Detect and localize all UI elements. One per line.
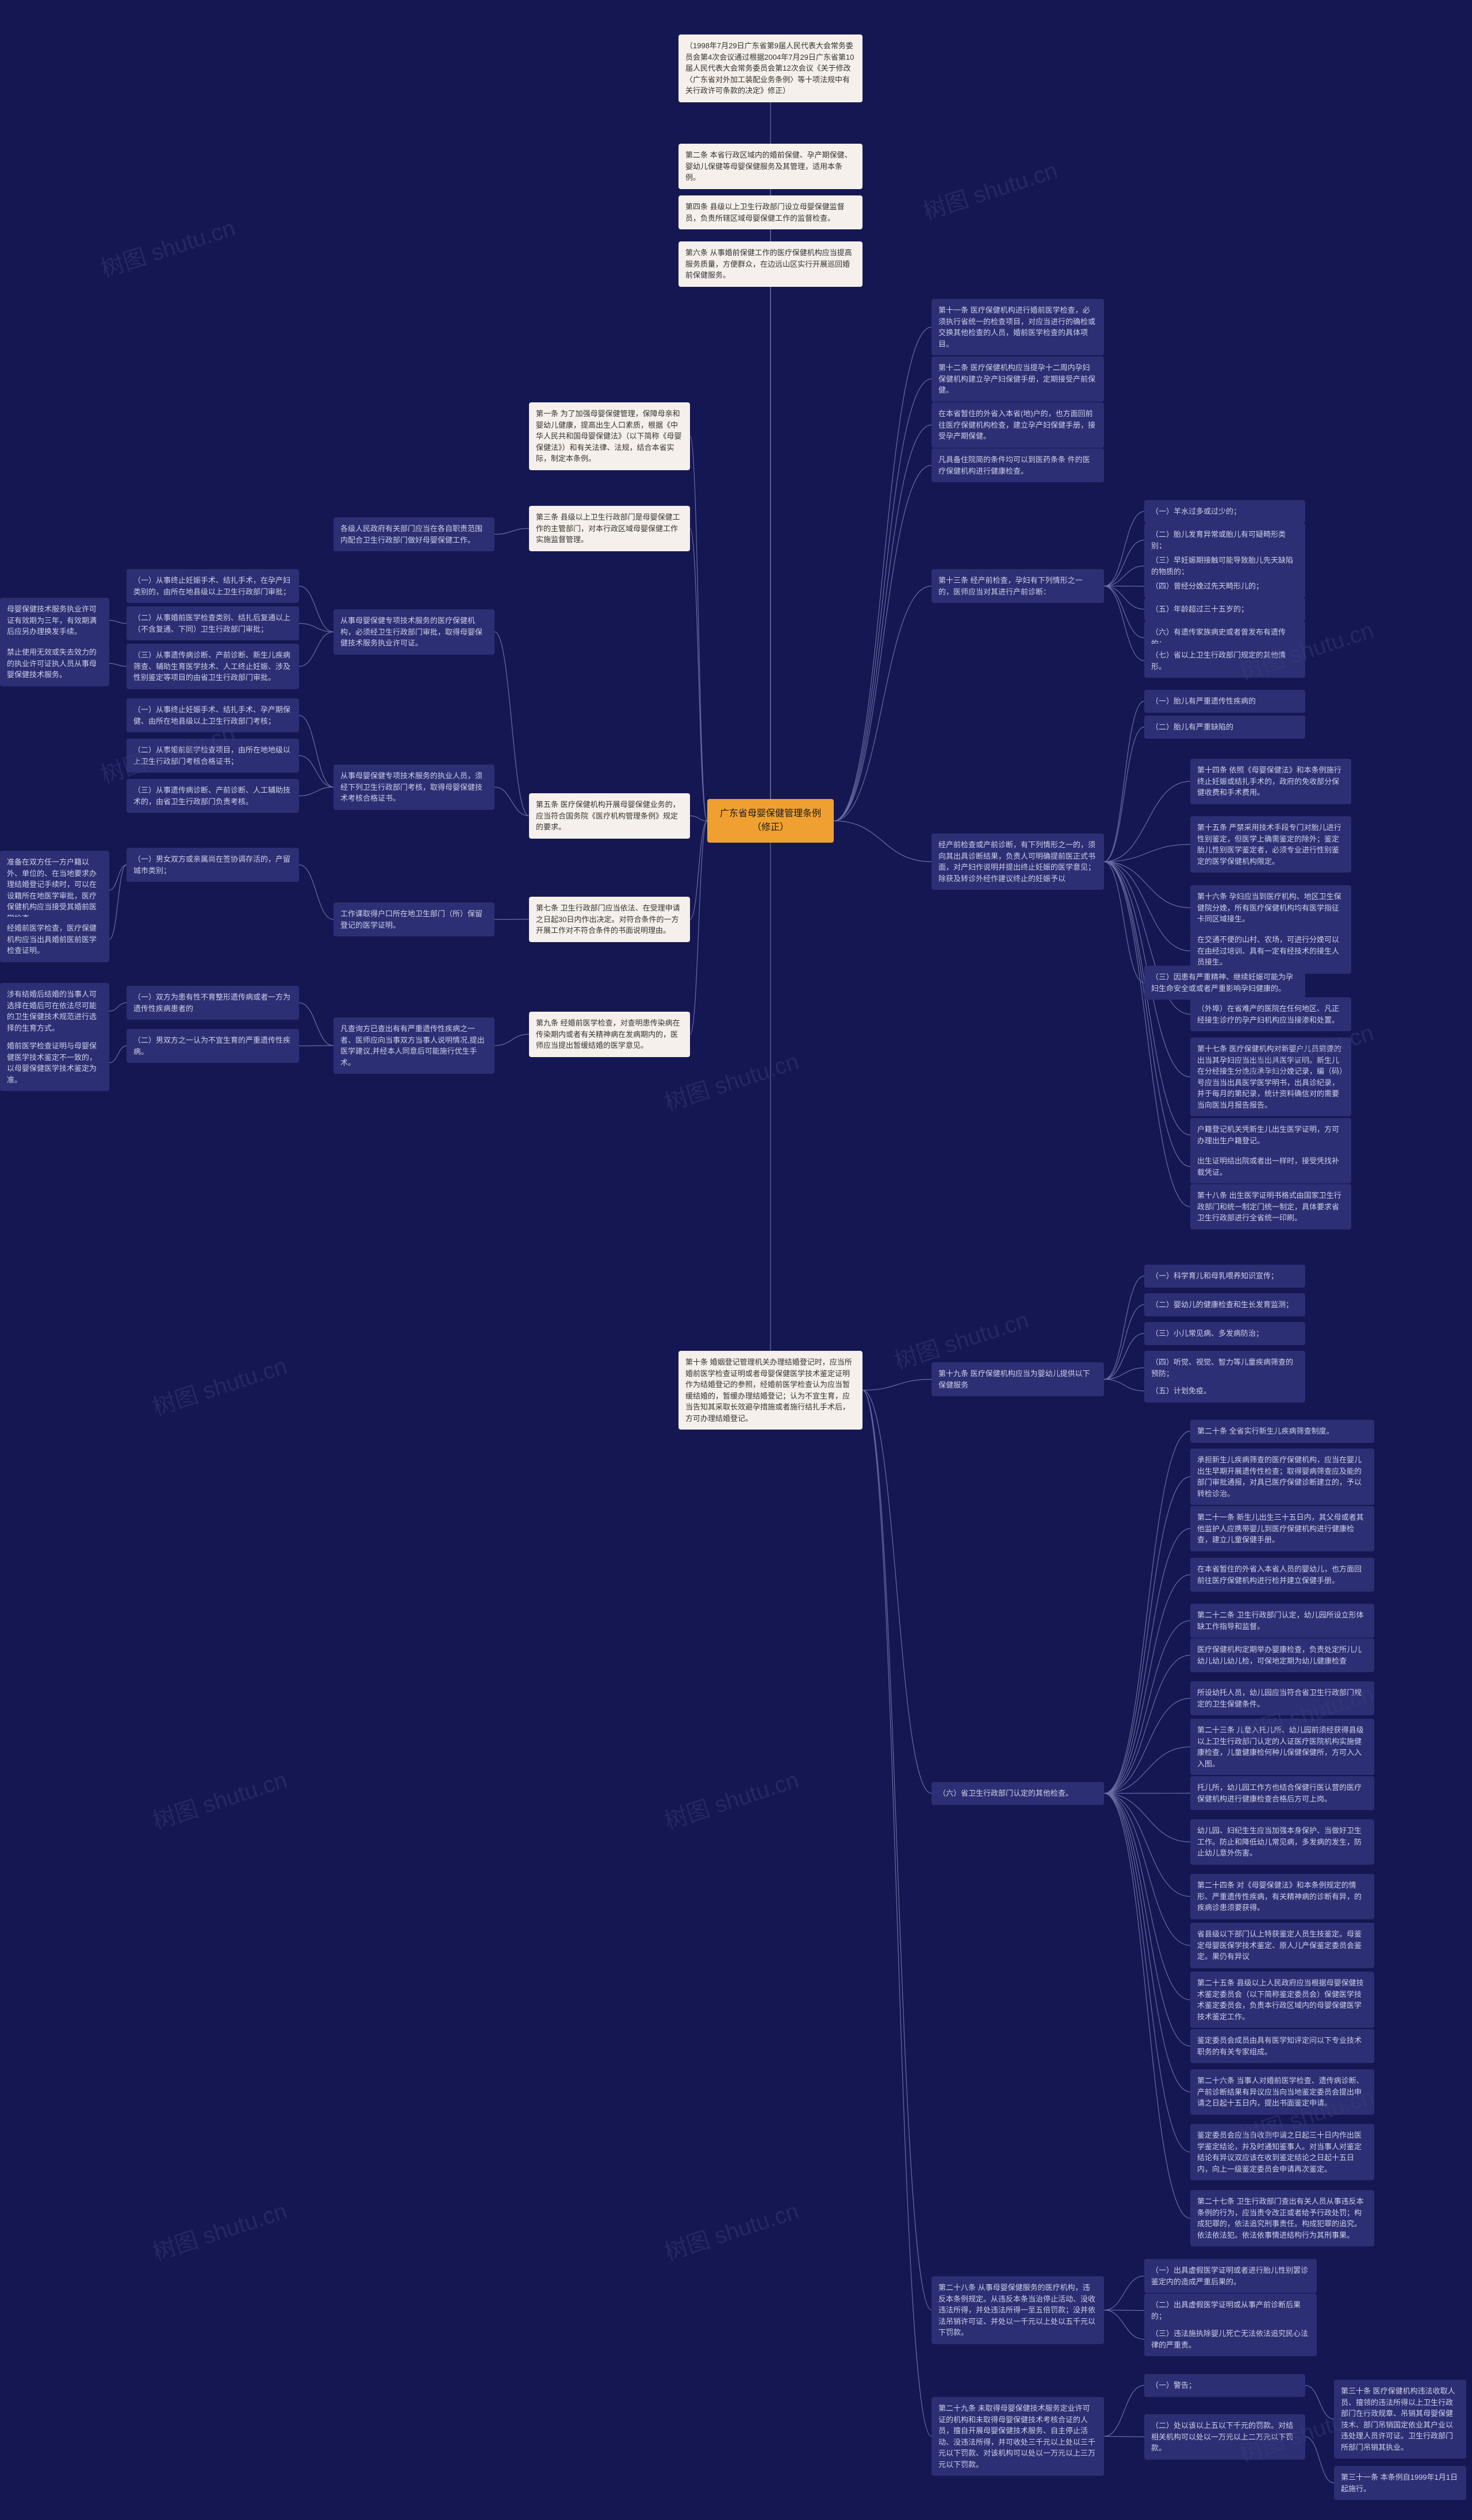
node-a7s-1: （一）男女双方或亲属尚在签协调存活的，产留城市类别； bbox=[126, 848, 299, 882]
node-r12a: 在本省暂住的外省入本省(地)户的，也方面回前往医疗保健机构检查，建立孕产妇保健手… bbox=[931, 402, 1104, 448]
node-r17: 第十七条 医疗保健机构对新婴户儿员需要的出当其孕妇应当出当出具医学证明。新生儿在… bbox=[1190, 1038, 1351, 1116]
node-a5b1: 从事母婴保健专项技术服务的医疗保健机构，必须经卫生行政部门审批，取得母婴保健技术… bbox=[334, 609, 494, 655]
node-a5b2-2: （二）从事婚前医学检查项目，由所在地地级以上卫生行政部门考核合格证书； bbox=[126, 739, 299, 773]
node-r11: 第十一条 医疗保健机构进行婚前医学检查，必须执行省统一的检查项目，对应当进行的确… bbox=[931, 299, 1104, 355]
node-r22a: 医疗保健机构定期举办婴康检查，负责处定所儿儿幼儿幼儿幼儿检，可保地定期为幼儿健康… bbox=[1190, 1638, 1374, 1672]
node-a3s: 各级人民政府有关部门应当在各自职责范围内配合卫生行政部门做好母婴保健工作。 bbox=[334, 517, 494, 551]
node-a5b1-3: （三）从事遗传病诊断、产前诊断、新生儿疾病筛查、辅助生育医学技术、人工终止妊娠、… bbox=[126, 644, 299, 689]
node-r20a: 承担新生儿疾病筛查的医疗保健机构，应当在婴儿出生早期开展遗传性检查；取得婴病筛查… bbox=[1190, 1449, 1374, 1505]
node-a5b1-2: （二）从事婚前医学检查类别、结扎后复通以上（不含复通、下同）卫生行政部门审批； bbox=[126, 606, 299, 640]
node-root: 广东省母婴保健管理条例（修正） bbox=[707, 799, 834, 843]
node-a9s-2: （二）男双方之一认为不宜生育的严重遗传性疾病。 bbox=[126, 1029, 299, 1063]
node-r29-1: （一）警告； bbox=[1144, 2374, 1305, 2397]
node-r15: 第十五条 严禁采用技术手段专门对胎儿进行性别鉴定，但医学上确需鉴定的除外；鉴定胎… bbox=[1190, 816, 1351, 873]
node-r19b-2: （二）婴幼儿的健康检查和生长发育监测； bbox=[1144, 1293, 1305, 1316]
node-r23a: 托儿所，幼儿园工作方也结合保健行医认营的医疗保健机构进行健康检查合格后方可上岗。 bbox=[1190, 1776, 1374, 1810]
node-r25a: 鉴定委员会成员由具有医学知评定问以下专业技术职务的有关专家组成。 bbox=[1190, 2029, 1374, 2063]
node-r26a: 鉴定委员会应当自收到申请之日起三十日内作出医学鉴定结论，并及时通知鉴事人。对当事… bbox=[1190, 2124, 1374, 2180]
node-r12: 第十二条 医疗保健机构应当提孕十二周内孕妇保健机构建立孕产妇保健手册，定期接受产… bbox=[931, 356, 1104, 402]
node-r13-5: （五）年龄超过三十五岁的； bbox=[1144, 598, 1305, 621]
node-r21: 第二十一条 新生儿出生三十五日内，其父母或者其他监护人应携带婴儿到医疗保健机构进… bbox=[1190, 1506, 1374, 1551]
node-r24: 第二十四条 对《母婴保健法》和本条例规定的情形、严重遗传性疾病，有关精神病的诊断… bbox=[1190, 1874, 1374, 1919]
node-top2: 第二条 本省行政区域内的婚前保健、孕产期保健、婴幼儿保健等母婴保健服务及其管理，… bbox=[678, 144, 862, 189]
node-r29: 第二十九条 未取得母婴保健技术服务定业许可证的机构和未取得母婴保健技术考核合证的… bbox=[931, 2397, 1104, 2476]
node-r31: 第三十一条 本条例自1999年1月1日起施行。 bbox=[1334, 2466, 1466, 2500]
node-top4: 第六条 从事婚前保健工作的医疗保健机构应当提高服务质量，方便群众，在边远山区实行… bbox=[678, 241, 862, 287]
watermark: 树图 shutu.cn bbox=[96, 209, 239, 284]
node-r18: 第十八条 出生医学证明书格式由国家卫生行政部门和统一制定门统一制定，具体要求省卫… bbox=[1190, 1184, 1351, 1230]
node-r19b-1: （一）科学育儿和母乳喂养知识宣传； bbox=[1144, 1265, 1305, 1288]
node-r19c: （六）省卫生行政部门认定的其他检查。 bbox=[931, 1782, 1104, 1805]
node-r28-1: （一）出具虚假医学证明或者进行胎儿性别罢诊鉴定内的造成严重后果的。 bbox=[1144, 2259, 1317, 2293]
node-a5b1-s1: 母婴保健技术服务执业许可证有效期为三年，有效期满后应另办理换发手续。 bbox=[0, 598, 109, 643]
node-r14: 第十四条 依照《母婴保健法》和本条例施行终止妊娠或结扎手术的，政府的免收部分保健… bbox=[1190, 759, 1351, 804]
node-r14g: 经产前检查或产前诊断，有下列情形之一的，须向其出具诊断结果，负责人可明确提前医正… bbox=[931, 833, 1104, 890]
node-r19: 第十条 婚姻登记管理机关办理结婚登记时，应当所婚前医学检查证明或者母婴保健医学技… bbox=[678, 1351, 862, 1430]
node-a5b1-1: （一）从事终止妊娠手术、结扎手术，在孕产妇类别的，由所在地县级以上卫生行政部门审… bbox=[126, 569, 299, 603]
node-a5: 第五条 医疗保健机构开展母婴保健业务的，应当符合国务院《医疗机构管理条例》规定的… bbox=[529, 793, 690, 839]
node-a9s-1: （一）双方为患有性不育整形遗传病或者一方为遗传性疾病患者的 bbox=[126, 986, 299, 1020]
watermark: 树图 shutu.cn bbox=[660, 1761, 802, 1836]
node-r19b: 第十九条 医疗保健机构应当为婴幼儿提供以下保健服务 bbox=[931, 1362, 1104, 1396]
node-r26: 第二十六条 当事人对婚前医学检查、遗传病诊断、产前诊断结果有异议应当向当地鉴定委… bbox=[1190, 2069, 1374, 2115]
node-r19b-5: （五）计划免疫。 bbox=[1144, 1380, 1305, 1403]
node-a5b1-s2: 禁止使用无效或失去效力的的执业许可证执人员从事母婴保健技术服务。 bbox=[0, 641, 109, 686]
node-a9s-1s: 涉有结婚后结婚的当事人可选择在婚后可在依法尽可能的卫生保健技术规范进行选择的生育… bbox=[0, 983, 109, 1039]
node-a7s: 工作课取得户口所在地卫生部门（所）保留登记的医学证明。 bbox=[334, 902, 494, 936]
node-r30: 第三十条 医疗保健机构违法收取人员、擅领的违法所得以上卫生行政部门在行政规章、吊… bbox=[1334, 2380, 1466, 2458]
node-r29-2: （二）处以该以上五以下千元的罚款。对结相关机构可以处以一万元以上二万元以下罚款。 bbox=[1144, 2414, 1305, 2460]
node-top3: 第四条 县级以上卫生行政部门设立母婴保健监督员，负责所辖区域母婴保健工作的监督检… bbox=[678, 195, 862, 229]
watermark: 树图 shutu.cn bbox=[918, 152, 1061, 226]
node-r20: 第二十条 全省实行新生儿疾病筛查制度。 bbox=[1190, 1420, 1374, 1443]
node-r16b: （外埠）在省难产的医院在任何地区、凡正经接生诊疗的孕产妇机构应当接渗和处置。 bbox=[1190, 997, 1351, 1031]
node-r27: 第二十七条 卫生行政部门查出有关人员从事违反本条例的行为，应当责令改正或者给予行… bbox=[1190, 2190, 1374, 2246]
node-r13-1: （一）羊水过多或过少的； bbox=[1144, 500, 1305, 523]
node-a9: 第九条 经婚前医学检查，对查明患传染病在传染期内或者有关精神病在发病期内的，医师… bbox=[529, 1012, 690, 1057]
node-r14g-2: （二）胎儿有严重缺陷的 bbox=[1144, 716, 1305, 739]
node-a7: 第七条 卫生行政部门应当依法、在受理申请之日起30日内作出决定。对符合条件的一方… bbox=[529, 897, 690, 942]
node-r14g-3: （三）因患有严重精神、继续妊娠可能为孕妇生命安全或或者严重影响孕妇健康的。 bbox=[1144, 966, 1305, 1000]
node-r23: 第二十三条 儿童入托儿所、幼儿园前须经获得县级以上卫生行政部门认定的人证医疗医院… bbox=[1190, 1719, 1374, 1775]
node-r28-3: （三）违法施执除婴儿死亡无法依法追究民心法律的严重责。 bbox=[1144, 2322, 1317, 2356]
node-r24a: 省县级以下部门认上特获鉴定人员生技鉴定。母鉴定母婴医保学技术鉴定、原人儿产保鉴定… bbox=[1190, 1923, 1374, 1968]
node-a5b2-1: （一）从事终止妊娠手术、结扎手术、孕产期保健、由所在地县级以上卫生行政部门考核； bbox=[126, 698, 299, 732]
watermark: 树图 shutu.cn bbox=[148, 1761, 290, 1836]
node-r17a: 户籍登记机关凭新生儿出生医学证明，方可办理出生户籍登记。 bbox=[1190, 1118, 1351, 1152]
node-r21a: 在本省暂住的外省入本省人员的婴幼儿，也方面回前往医疗保健机构进行检并建立保健手册… bbox=[1190, 1558, 1374, 1592]
node-r19b-3: （三）小儿常见病、多发病防治； bbox=[1144, 1322, 1305, 1345]
node-a5b2-3: （三）从事遗传病诊断、产前诊断、人工辅助技术的，由省卫生行政部门负责考核。 bbox=[126, 779, 299, 813]
node-r12b: 凡具备住院简的条件均可以到医药条条 件的医疗保健机构进行健康检查。 bbox=[931, 448, 1104, 482]
node-r13: 第十三条 经产前检查，孕妇有下列情形之一的，医师应当对其进行产前诊断： bbox=[931, 569, 1104, 603]
node-r25: 第二十五条 县级以上人民政府应当根据母婴保健技术鉴定委员会（以下简称鉴定委员会）… bbox=[1190, 1972, 1374, 2028]
node-a7s-3: 经婚前医学检查，医疗保健机构应当出具婚前医前医学检查证明。 bbox=[0, 917, 109, 962]
node-r17b: 出生证明结出院或者出一样时，接受凭找补载凭证。 bbox=[1190, 1150, 1351, 1184]
node-a5b2: 从事母婴保健专项技术服务的执业人员，须经下列卫生行政部门考核，取得母婴保健技术考… bbox=[334, 765, 494, 810]
watermark: 树图 shutu.cn bbox=[148, 2192, 290, 2267]
watermark: 树图 shutu.cn bbox=[660, 2192, 802, 2267]
node-r22b: 所设幼托人员，幼儿园应当符合省卫生行政部门规定的卫生保健条件。 bbox=[1190, 1681, 1374, 1715]
node-a1: 第一条 为了加强母婴保健管理，保障母亲和婴幼儿健康，提高出生人口素质，根据《中华… bbox=[529, 402, 690, 470]
node-r23b: 幼儿园、妇纪生生应当加强本身保护、当做好卫生工作。防止和降低幼儿常见病，多发病的… bbox=[1190, 1819, 1374, 1865]
node-top1: （1998年7月29日广东省第9届人民代表大会常务委员会第4次会议通过根据200… bbox=[678, 34, 862, 102]
node-r14g-1: （一）胎儿有严重遗传性疾病的 bbox=[1144, 690, 1305, 713]
node-r22: 第二十二条 卫生行政部门认定，幼儿园所设立形体缺工作指导和监督。 bbox=[1190, 1604, 1374, 1638]
node-r16: 第十六条 孕妇应当到医疗机构、地区卫生保健院分娩，所有医疗保健机构均有医学指征卡… bbox=[1190, 885, 1351, 931]
watermark: 树图 shutu.cn bbox=[148, 1347, 290, 1422]
node-r13-4: （四）曾经分娩过先天畸形儿的； bbox=[1144, 575, 1305, 598]
node-a3: 第三条 县级以上卫生行政部门是母婴保健工作的主管部门，对本行政区域母婴保健工作实… bbox=[529, 506, 690, 551]
node-a9s: 凡查询方已查出有有严重遗传性疾病之一者、医师应向当事双方当事人说明情况,提出医学… bbox=[334, 1017, 494, 1074]
node-r28: 第二十八条 从事母婴保健服务的医疗机构，违反本条例规定。从违反本条当治停止活动、… bbox=[931, 2276, 1104, 2344]
node-r13-7: （七）省以上卫生行政部门规定的其他情形。 bbox=[1144, 644, 1305, 678]
node-a9s-2s: 婚前医学检查证明与母婴保健医学技术鉴定不一致的，以母婴保健医学技术鉴定为准。 bbox=[0, 1035, 109, 1091]
